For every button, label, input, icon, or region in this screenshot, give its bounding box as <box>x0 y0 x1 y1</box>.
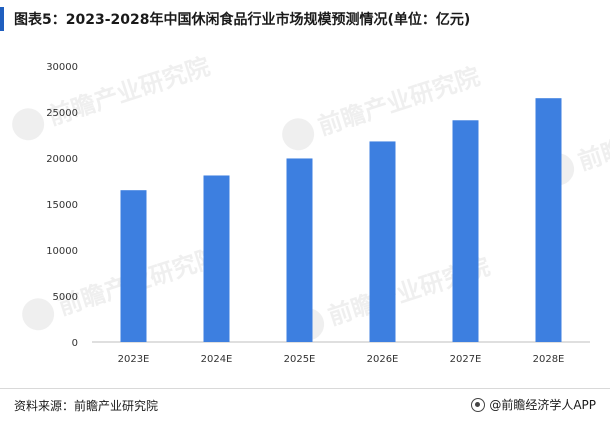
source-note: 资料来源：前瞻产业研究院 <box>14 399 159 413</box>
chart-area: 前瞻产业研究院前瞻产业研究院前瞻产业研究院前瞻产业研究院前瞻产业研究院 0500… <box>0 44 610 384</box>
chart-title: 图表5：2023-2028年中国休闲食品行业市场规模预测情况(单位：亿元) <box>14 12 471 28</box>
y-tick-label: 20000 <box>46 154 78 165</box>
watermark-text: 前瞻产业研究院 <box>575 97 610 176</box>
y-tick-label: 30000 <box>46 62 78 73</box>
brand-label: @前瞻经济学人APP <box>471 396 596 413</box>
x-tick-label: 2027E <box>450 354 482 365</box>
bar-2026E <box>369 141 396 342</box>
watermark-logo-icon <box>12 108 45 141</box>
y-tick-label: 10000 <box>46 246 78 257</box>
y-tick-label: 25000 <box>46 108 78 119</box>
x-tick-label: 2023E <box>118 354 150 365</box>
x-tick-label: 2026E <box>367 354 399 365</box>
bars-layer <box>120 98 562 342</box>
bar-2023E <box>120 190 147 342</box>
bar-2024E <box>203 175 230 342</box>
bar-chart: 前瞻产业研究院前瞻产业研究院前瞻产业研究院前瞻产业研究院前瞻产业研究院 0500… <box>12 52 610 365</box>
watermark-logo-icon <box>282 118 315 151</box>
y-tick-label: 0 <box>72 338 78 349</box>
x-tick-label: 2025E <box>284 354 316 365</box>
brand-text: @前瞻经济学人APP <box>489 398 596 412</box>
axis-layer: 0 5000 10000 15000 20000 25000 30000 2023E 2024E… <box>46 62 590 365</box>
x-tick-label: 2028E <box>533 354 565 365</box>
title-accent-bar <box>0 7 4 31</box>
bar-2028E <box>535 98 562 342</box>
y-tick-label: 5000 <box>53 292 78 303</box>
watermark-logo-icon <box>22 298 55 331</box>
title-bar: 图表5：2023-2028年中国休闲食品行业市场规模预测情况(单位：亿元) <box>0 0 610 40</box>
x-tick-label: 2024E <box>201 354 233 365</box>
footer-divider <box>0 388 610 389</box>
bar-2027E <box>452 120 479 342</box>
bar-2025E <box>286 158 313 342</box>
y-tick-label: 15000 <box>46 200 78 211</box>
watermark: 前瞻产业研究院 <box>12 52 213 141</box>
brand-logo-icon <box>471 397 486 412</box>
